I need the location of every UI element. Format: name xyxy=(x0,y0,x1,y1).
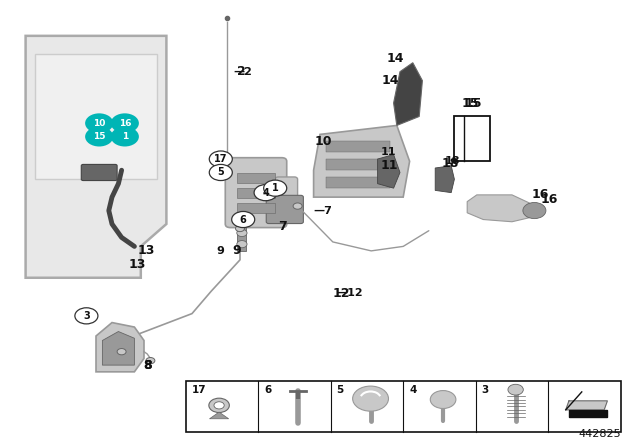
Text: 16: 16 xyxy=(118,119,131,128)
Polygon shape xyxy=(209,412,228,419)
Circle shape xyxy=(254,185,277,201)
Text: 10: 10 xyxy=(93,119,106,128)
Text: 15: 15 xyxy=(465,96,483,110)
Text: 4: 4 xyxy=(262,188,269,198)
Polygon shape xyxy=(314,125,410,197)
Text: 13: 13 xyxy=(138,244,155,258)
Text: 8: 8 xyxy=(143,358,152,372)
Text: 13: 13 xyxy=(129,258,147,271)
Bar xyxy=(326,177,390,188)
Text: 16: 16 xyxy=(531,188,548,202)
Text: 1: 1 xyxy=(122,132,128,141)
Text: —12: —12 xyxy=(336,289,363,298)
Circle shape xyxy=(111,113,139,133)
Bar xyxy=(237,173,275,183)
Polygon shape xyxy=(566,401,607,410)
Circle shape xyxy=(232,211,255,228)
Text: 5: 5 xyxy=(218,168,224,177)
Text: 16: 16 xyxy=(541,193,558,206)
Circle shape xyxy=(214,402,224,409)
Text: —7: —7 xyxy=(314,206,332,215)
Polygon shape xyxy=(26,36,166,278)
Circle shape xyxy=(111,127,139,146)
Circle shape xyxy=(237,229,247,237)
Circle shape xyxy=(293,203,302,209)
Bar xyxy=(326,159,390,170)
Text: 442825: 442825 xyxy=(578,429,621,439)
FancyBboxPatch shape xyxy=(266,195,303,224)
Text: 17: 17 xyxy=(214,154,228,164)
Text: 2: 2 xyxy=(237,65,246,78)
Text: —2: —2 xyxy=(234,67,252,77)
Text: 4: 4 xyxy=(409,385,417,395)
Text: 5: 5 xyxy=(337,385,344,395)
Text: 8: 8 xyxy=(143,358,152,372)
Text: 18: 18 xyxy=(442,157,459,170)
Polygon shape xyxy=(35,54,157,179)
Text: 12: 12 xyxy=(333,287,350,300)
Text: 15: 15 xyxy=(93,132,106,141)
Text: 10: 10 xyxy=(314,134,332,148)
Circle shape xyxy=(209,151,232,167)
Circle shape xyxy=(523,202,546,219)
Text: 11: 11 xyxy=(381,147,396,157)
Text: 9: 9 xyxy=(232,244,241,258)
Text: 17: 17 xyxy=(191,385,206,395)
Circle shape xyxy=(146,358,155,364)
Polygon shape xyxy=(378,155,400,188)
Circle shape xyxy=(85,127,113,146)
Polygon shape xyxy=(96,323,144,372)
Text: 3: 3 xyxy=(481,385,489,395)
Bar xyxy=(186,381,621,432)
FancyBboxPatch shape xyxy=(275,177,298,217)
Bar xyxy=(326,141,390,152)
Polygon shape xyxy=(394,63,422,125)
Polygon shape xyxy=(569,410,607,418)
Polygon shape xyxy=(435,166,454,193)
Text: 14: 14 xyxy=(386,52,404,65)
Bar xyxy=(237,203,275,213)
Circle shape xyxy=(353,386,388,411)
Circle shape xyxy=(209,164,232,181)
Text: 15: 15 xyxy=(461,96,479,110)
Text: 1: 1 xyxy=(272,183,278,193)
Text: 14: 14 xyxy=(381,74,399,87)
Circle shape xyxy=(85,113,113,133)
Text: 9: 9 xyxy=(216,246,224,256)
Circle shape xyxy=(209,398,229,413)
Text: 11: 11 xyxy=(381,159,398,172)
Bar xyxy=(454,116,490,161)
Text: 18: 18 xyxy=(445,156,460,166)
Polygon shape xyxy=(102,332,134,365)
Text: 3: 3 xyxy=(83,311,90,321)
FancyBboxPatch shape xyxy=(225,158,287,228)
Text: 6: 6 xyxy=(264,385,271,395)
Text: 6: 6 xyxy=(240,215,246,224)
Bar xyxy=(237,224,246,251)
Circle shape xyxy=(237,241,247,248)
Circle shape xyxy=(117,349,126,355)
Polygon shape xyxy=(467,195,531,222)
FancyBboxPatch shape xyxy=(81,164,117,181)
Circle shape xyxy=(264,180,287,196)
Circle shape xyxy=(508,384,524,395)
Bar xyxy=(237,188,275,198)
Circle shape xyxy=(75,308,98,324)
Circle shape xyxy=(236,225,244,232)
Circle shape xyxy=(430,391,456,409)
Text: 7: 7 xyxy=(278,220,287,233)
